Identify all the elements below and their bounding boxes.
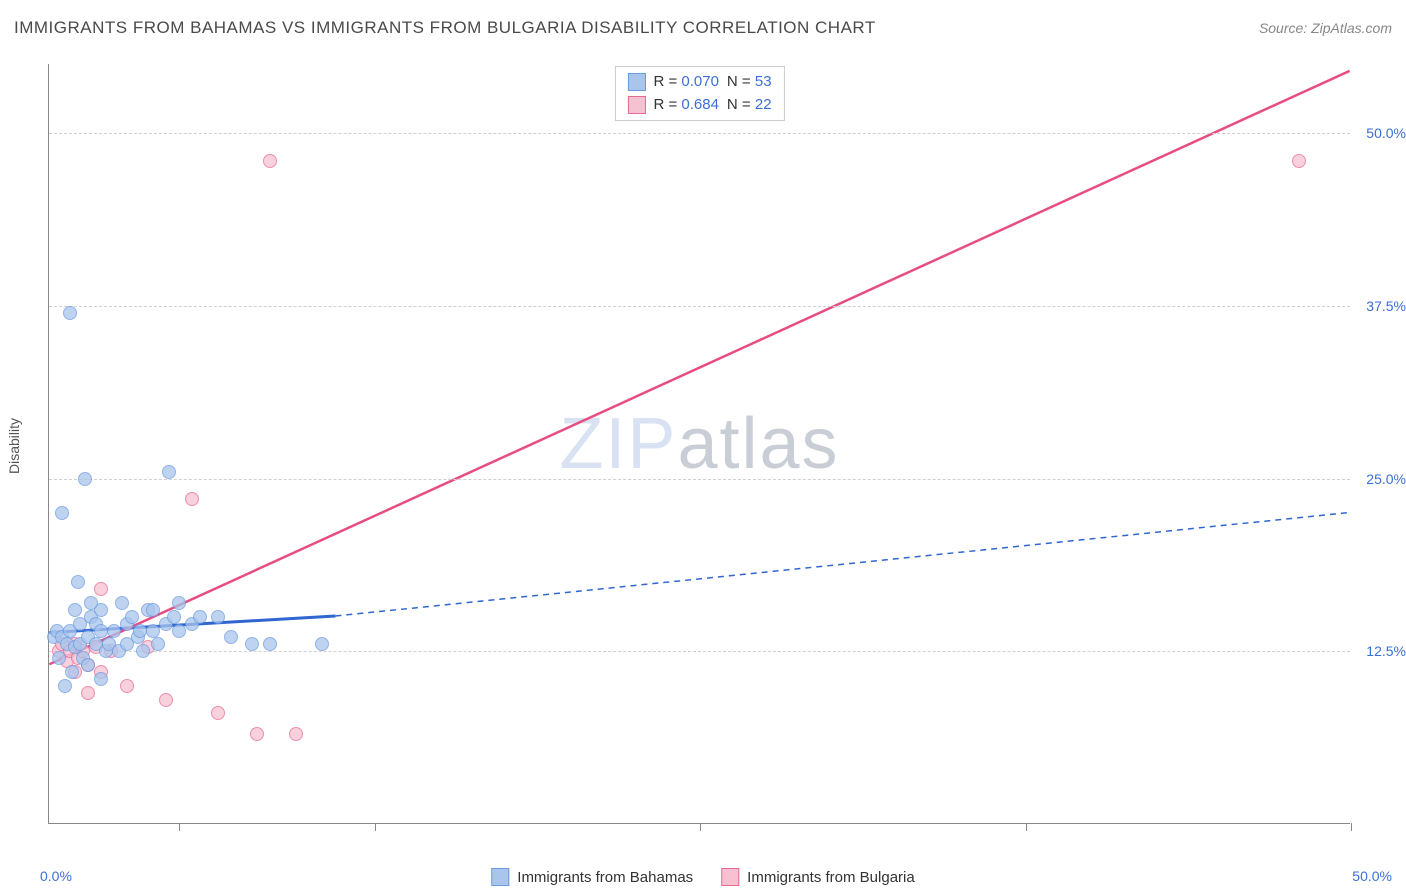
scatter-point-bahamas bbox=[211, 610, 225, 624]
y-axis-label: Disability bbox=[6, 418, 22, 474]
scatter-point-bahamas bbox=[136, 644, 150, 658]
scatter-point-bahamas bbox=[81, 658, 95, 672]
gridline-horizontal bbox=[49, 651, 1350, 652]
scatter-point-bahamas bbox=[65, 665, 79, 679]
legend-label-bahamas: Immigrants from Bahamas bbox=[517, 869, 693, 886]
scatter-point-bahamas bbox=[58, 679, 72, 693]
gridline-horizontal bbox=[49, 133, 1350, 134]
scatter-point-bahamas bbox=[71, 575, 85, 589]
scatter-point-bulgaria bbox=[211, 706, 225, 720]
scatter-point-bahamas bbox=[172, 596, 186, 610]
scatter-point-bahamas bbox=[94, 624, 108, 638]
scatter-point-bahamas bbox=[55, 506, 69, 520]
x-axis-min-label: 0.0% bbox=[40, 868, 72, 884]
swatch-bahamas bbox=[627, 73, 645, 91]
scatter-point-bahamas bbox=[151, 637, 165, 651]
scatter-point-bahamas bbox=[315, 637, 329, 651]
plot-area: ZIPatlas R = 0.070 N = 53 R = 0.684 N = … bbox=[48, 64, 1350, 824]
scatter-point-bahamas bbox=[107, 624, 121, 638]
x-tick bbox=[1026, 823, 1027, 831]
scatter-point-bahamas bbox=[115, 596, 129, 610]
gridline-horizontal bbox=[49, 479, 1350, 480]
chart-title: IMMIGRANTS FROM BAHAMAS VS IMMIGRANTS FR… bbox=[14, 18, 876, 38]
legend-stats-row-bahamas: R = 0.070 N = 53 bbox=[627, 71, 771, 94]
scatter-point-bahamas bbox=[146, 603, 160, 617]
gridline-horizontal bbox=[49, 306, 1350, 307]
scatter-point-bahamas bbox=[245, 637, 259, 651]
swatch-bulgaria-bottom bbox=[721, 868, 739, 886]
legend-stats-row-bulgaria: R = 0.684 N = 22 bbox=[627, 94, 771, 117]
legend-item-bulgaria: Immigrants from Bulgaria bbox=[721, 868, 915, 886]
stat-n-bahamas: N = 53 bbox=[727, 71, 772, 94]
scatter-point-bahamas bbox=[94, 672, 108, 686]
scatter-point-bulgaria bbox=[289, 727, 303, 741]
scatter-point-bahamas bbox=[167, 610, 181, 624]
scatter-point-bahamas bbox=[68, 603, 82, 617]
legend-item-bahamas: Immigrants from Bahamas bbox=[491, 868, 693, 886]
chart-container: IMMIGRANTS FROM BAHAMAS VS IMMIGRANTS FR… bbox=[0, 0, 1406, 892]
scatter-point-bulgaria bbox=[81, 686, 95, 700]
y-tick-label: 37.5% bbox=[1366, 298, 1406, 314]
swatch-bulgaria bbox=[627, 96, 645, 114]
scatter-point-bulgaria bbox=[94, 582, 108, 596]
x-tick bbox=[375, 823, 376, 831]
scatter-point-bahamas bbox=[162, 465, 176, 479]
scatter-point-bulgaria bbox=[159, 693, 173, 707]
scatter-point-bulgaria bbox=[185, 492, 199, 506]
scatter-point-bulgaria bbox=[263, 154, 277, 168]
y-tick-label: 25.0% bbox=[1366, 471, 1406, 487]
scatter-point-bahamas bbox=[63, 306, 77, 320]
source-label: Source: ZipAtlas.com bbox=[1259, 20, 1392, 36]
scatter-point-bulgaria bbox=[250, 727, 264, 741]
scatter-point-bahamas bbox=[125, 610, 139, 624]
scatter-point-bulgaria bbox=[120, 679, 134, 693]
scatter-point-bahamas bbox=[52, 651, 66, 665]
x-axis-max-label: 50.0% bbox=[1352, 868, 1392, 884]
legend-label-bulgaria: Immigrants from Bulgaria bbox=[747, 869, 915, 886]
x-tick bbox=[179, 823, 180, 831]
watermark: ZIPatlas bbox=[559, 403, 839, 485]
y-tick-label: 50.0% bbox=[1366, 125, 1406, 141]
x-tick bbox=[700, 823, 701, 831]
stat-r-bulgaria: R = 0.684 bbox=[653, 94, 718, 117]
legend-series: Immigrants from Bahamas Immigrants from … bbox=[491, 868, 914, 886]
x-tick bbox=[1351, 823, 1352, 831]
scatter-point-bahamas bbox=[172, 624, 186, 638]
stat-r-bahamas: R = 0.070 bbox=[653, 71, 718, 94]
scatter-point-bahamas bbox=[263, 637, 277, 651]
trend-lines-svg bbox=[49, 64, 1350, 823]
scatter-point-bahamas bbox=[133, 624, 147, 638]
scatter-point-bahamas bbox=[193, 610, 207, 624]
y-tick-label: 12.5% bbox=[1366, 643, 1406, 659]
scatter-point-bahamas bbox=[84, 596, 98, 610]
scatter-point-bahamas bbox=[224, 630, 238, 644]
scatter-point-bahamas bbox=[146, 624, 160, 638]
swatch-bahamas-bottom bbox=[491, 868, 509, 886]
watermark-zip: ZIP bbox=[559, 404, 677, 484]
legend-stats-box: R = 0.070 N = 53 R = 0.684 N = 22 bbox=[614, 66, 784, 121]
watermark-atlas: atlas bbox=[677, 404, 839, 484]
scatter-point-bulgaria bbox=[1292, 154, 1306, 168]
stat-n-bulgaria: N = 22 bbox=[727, 94, 772, 117]
scatter-point-bahamas bbox=[78, 472, 92, 486]
